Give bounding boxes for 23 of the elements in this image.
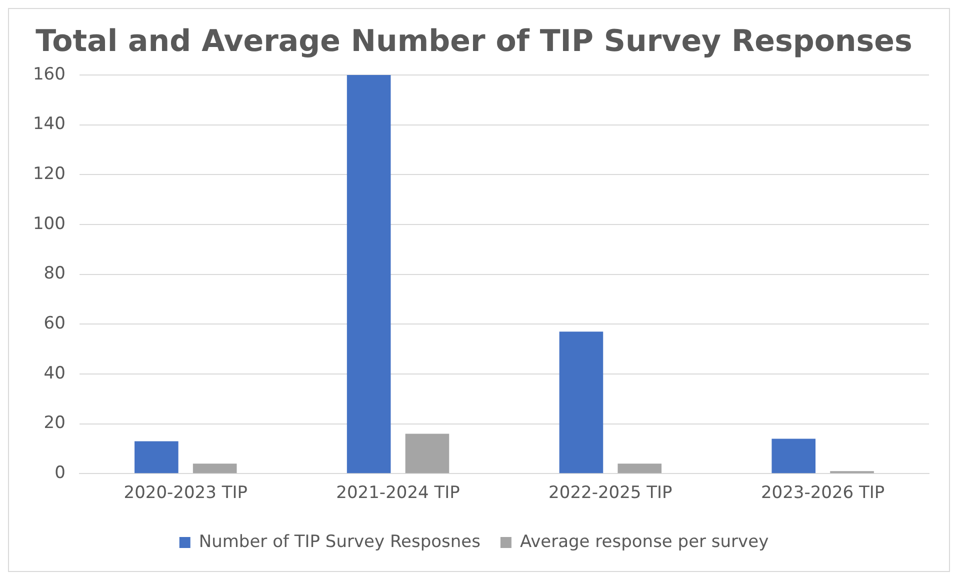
legend-label: Average response per survey [520, 532, 769, 552]
y-tick-label: 160 [32, 64, 66, 84]
bar [134, 441, 178, 474]
y-tick-label: 60 [44, 314, 66, 334]
x-tick-label: 2020-2023 TIP [124, 483, 248, 504]
bar [772, 438, 816, 474]
bar [192, 464, 237, 474]
y-tick-label: 120 [32, 164, 66, 184]
x-tick-label: 2022-2025 TIP [548, 483, 672, 504]
y-tick-label: 40 [44, 363, 66, 384]
y-tick-label: 20 [44, 413, 66, 434]
y-tick-label: 100 [32, 214, 66, 234]
x-tick-label: 2023-2026 TIP [760, 483, 885, 504]
y-tick-label: 0 [54, 463, 66, 484]
y-tick-label: 140 [32, 114, 66, 134]
chart-title: Total and Average Number of TIP Survey Responses [36, 24, 912, 59]
bar [559, 332, 604, 474]
y-tick-label: 80 [44, 264, 66, 284]
bar [618, 464, 662, 474]
bar [405, 434, 450, 474]
bar [346, 75, 391, 474]
x-tick-label: 2021-2024 TIP [336, 483, 460, 504]
legend-label: Number of TIP Survey Resposnes [198, 532, 481, 552]
